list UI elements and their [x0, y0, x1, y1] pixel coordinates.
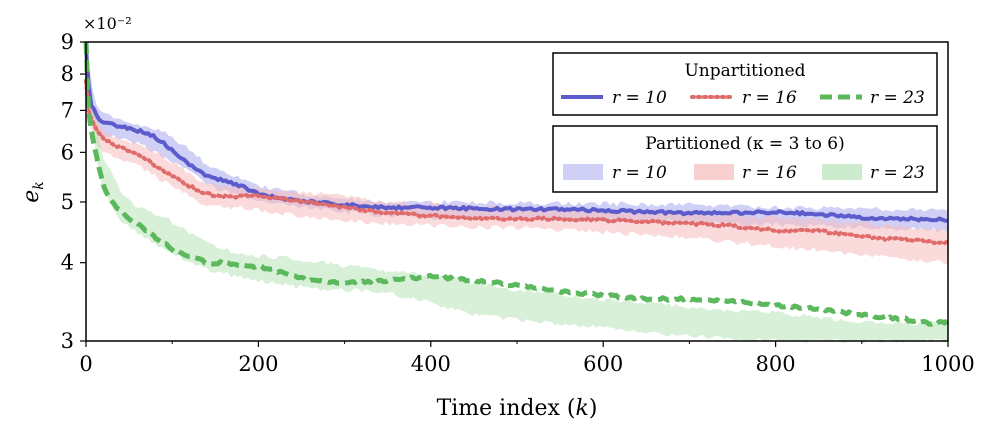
x-tick-label: 400	[411, 352, 451, 376]
legend-unpartitioned-title: Unpartitioned	[684, 61, 805, 81]
legend-unpartitioned-r10-label: r = 10	[612, 88, 667, 108]
band-partitioned-r-10	[86, 48, 948, 233]
x-axis-title: Time index (k)	[437, 396, 598, 421]
legend-unpartitioned-frame	[552, 52, 938, 116]
x-tick-label: 200	[238, 352, 278, 376]
legend-partitioned-r10-swatch	[563, 164, 603, 180]
line-unpartitioned-r-10	[84, 47, 948, 224]
legend-partitioned-frame	[552, 125, 938, 193]
x-axis-title-k: k	[575, 396, 588, 421]
legend-unpartitioned-r23-label: r = 23	[870, 88, 925, 108]
x-tick-label: 0	[79, 352, 92, 376]
line-unpartitioned-r-16	[84, 78, 950, 246]
legend-partitioned-r16-swatch	[694, 164, 734, 180]
axes-layer: 0 200 400 600 800 1000 3 4 5 6 7 8 9	[61, 30, 975, 376]
y-scale-label: ×10⁻²	[83, 14, 132, 33]
legend-partitioned-r16-label: r = 16	[742, 163, 797, 183]
y-tick-label: 3	[61, 329, 74, 353]
legend-unpartitioned: Unpartitioned r = 10 r = 16 r = 23	[552, 52, 938, 116]
legend-unpartitioned-r16-label: r = 16	[742, 88, 797, 108]
legend-partitioned-title: Partitioned (κ = 3 to 6)	[645, 134, 844, 154]
line-unpartitioned-r-23	[83, 41, 949, 327]
lines-layer	[83, 41, 950, 327]
x-tick-label: 1000	[921, 352, 974, 376]
y-axis-title-e: e	[19, 190, 44, 203]
legend-partitioned: Partitioned (κ = 3 to 6) r = 10 r = 16 r…	[552, 125, 938, 193]
x-axis-title-close: )	[589, 396, 598, 421]
legend-partitioned-r23-swatch	[822, 164, 862, 180]
y-tick-label: 8	[61, 62, 74, 86]
y-tick-label: 7	[61, 98, 74, 122]
legend-partitioned-r10-label: r = 10	[612, 163, 667, 183]
y-tick-label: 5	[61, 190, 74, 214]
bands-layer	[86, 42, 948, 344]
y-axis-title: ek	[19, 181, 47, 203]
legend-partitioned-r23-label: r = 23	[870, 163, 925, 183]
x-tick-label: 600	[583, 352, 623, 376]
y-tick-label: 9	[61, 30, 74, 54]
y-tick-label: 4	[61, 251, 74, 275]
band-partitioned-r-16	[86, 88, 948, 265]
x-tick-label: 800	[756, 352, 796, 376]
x-axis-title-text: Time index (	[437, 396, 576, 421]
band-partitioned-r-23	[86, 42, 948, 344]
y-tick-label: 6	[61, 140, 74, 164]
y-axis-title-sub: k	[31, 181, 47, 189]
